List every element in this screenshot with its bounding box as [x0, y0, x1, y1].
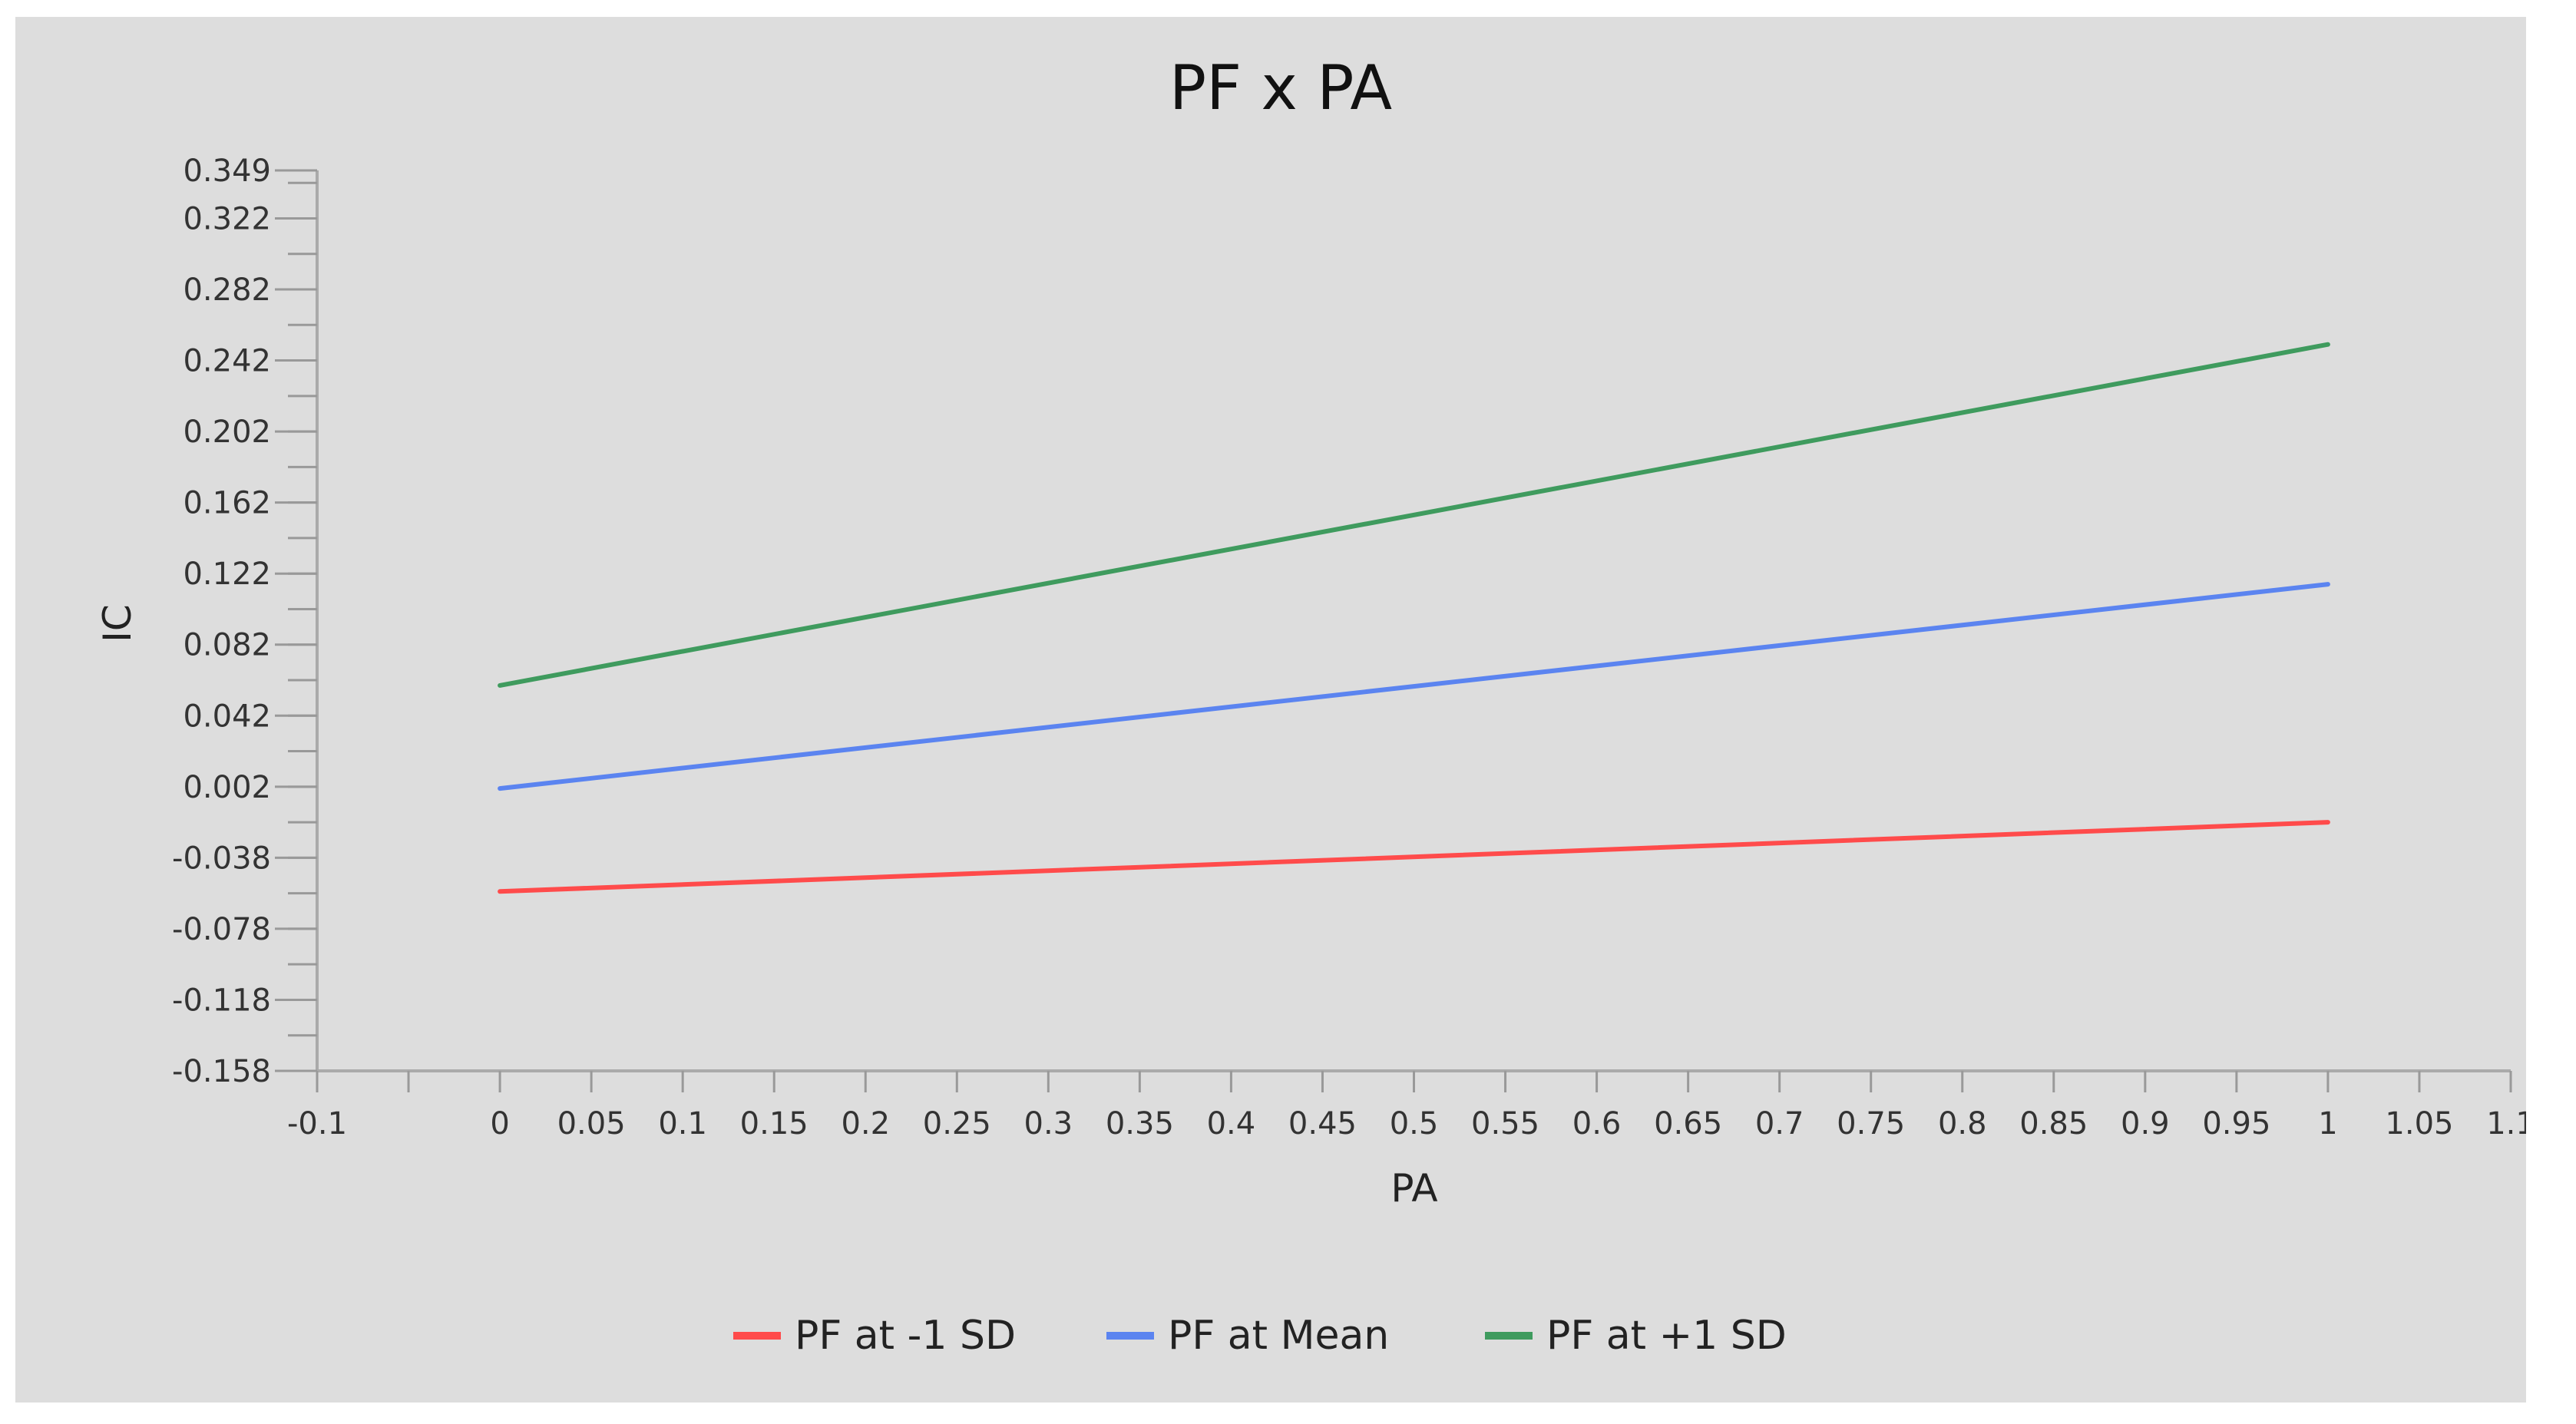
y-tick-label: 0.322	[183, 201, 271, 236]
x-tick-label: 0.85	[2019, 1106, 2088, 1142]
x-tick-label: 1.05	[2385, 1106, 2453, 1142]
y-tick-label: 0.122	[183, 557, 271, 592]
y-tick-label: -0.038	[172, 841, 271, 876]
x-tick-label: 0.35	[1106, 1106, 1174, 1142]
chart-title: PF x PA	[1169, 52, 1393, 124]
y-axis-title: IC	[95, 604, 140, 643]
x-tick-label: 0.15	[740, 1106, 809, 1142]
x-tick-label: 1	[2318, 1106, 2337, 1142]
x-tick-label: 0.45	[1288, 1106, 1357, 1142]
x-tick-label: 1.1	[2486, 1106, 2526, 1142]
series-lines	[498, 342, 2330, 894]
x-tick-label: 0.7	[1755, 1106, 1804, 1142]
x-tick-label: 0.75	[1837, 1106, 1905, 1142]
x-tick-label: 0.65	[1654, 1106, 1722, 1142]
y-tick-label: 0.242	[183, 344, 271, 379]
series-line-1	[498, 820, 2330, 894]
series-line-2	[498, 582, 2330, 791]
x-tick-label: 0.4	[1207, 1106, 1256, 1142]
x-tick-label: 0.95	[2202, 1106, 2270, 1142]
legend: PF at -1 SD PF at Mean PF at +1 SD	[733, 1313, 1787, 1359]
series-line-3	[498, 342, 2330, 688]
y-tick-label: 0.282	[183, 273, 271, 308]
legend-label-2: PF at Mean	[1168, 1313, 1389, 1359]
y-tick-label: -0.158	[172, 1054, 271, 1089]
x-axis-title: PA	[1391, 1166, 1437, 1211]
y-tick-label: 0.002	[183, 770, 271, 805]
y-axis: 0.349 0.322 0.282 0.242 0.202 0.162 0.122 0.082…	[172, 154, 319, 1089]
x-tick-label: 0.25	[923, 1106, 991, 1142]
x-axis: -0.1 0 0.05 0.1 0.15 0.2 0.25 0.3 0.35 0.4 0.45 0.5…	[287, 1069, 2526, 1142]
x-tick-label: 0.2	[841, 1106, 890, 1142]
x-tick-label: 0.05	[557, 1106, 626, 1142]
x-tick-label: 0.1	[658, 1106, 707, 1142]
y-tick-label: 0.162	[183, 486, 271, 521]
chart-panel: PF x PA 0.349 0.322 0.282 0.242 0.202 0.162 0.…	[15, 17, 2526, 1403]
y-tick-label: -0.118	[172, 983, 271, 1018]
legend-label-3: PF at +1 SD	[1546, 1313, 1787, 1359]
legend-label-1: PF at -1 SD	[795, 1313, 1016, 1359]
x-tick-label: 0.55	[1471, 1106, 1539, 1142]
x-tick-label: 0.8	[1938, 1106, 1987, 1142]
x-tick-label: 0.3	[1024, 1106, 1073, 1142]
x-tick-label: 0	[490, 1106, 509, 1142]
y-tick-label: 0.349	[183, 154, 271, 189]
y-tick-label: 0.042	[183, 699, 271, 734]
y-tick-label: -0.078	[172, 912, 271, 947]
chart-svg: PF x PA 0.3490.3220.2820.2420.2020.1620.…	[95, 52, 2526, 1359]
y-tick-label: 0.082	[183, 628, 271, 663]
x-tick-label: 0.6	[1572, 1106, 1622, 1142]
x-tick-label: 0.9	[2121, 1106, 2170, 1142]
x-tick-label: -0.1	[287, 1106, 347, 1142]
x-tick-label: 0.5	[1390, 1106, 1439, 1142]
y-tick-label: 0.202	[183, 415, 271, 450]
